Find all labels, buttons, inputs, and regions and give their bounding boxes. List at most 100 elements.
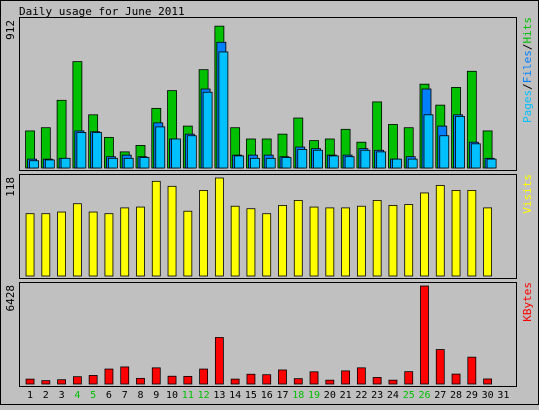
kbytes-bar xyxy=(72,376,82,385)
pages-bar xyxy=(439,135,450,169)
kbytes-bar xyxy=(57,379,66,385)
visits-bar xyxy=(404,204,414,277)
visits-bar xyxy=(214,177,224,277)
pages-bar xyxy=(344,156,355,169)
pages-bar xyxy=(250,157,260,169)
x-tick-label: 14 xyxy=(229,390,241,401)
visits-bar xyxy=(325,207,335,277)
visits-bar xyxy=(420,192,429,277)
visits-bar xyxy=(451,190,461,277)
kbytes-bar xyxy=(388,379,398,385)
x-tick-label: 7 xyxy=(122,390,128,401)
kbytes-bar xyxy=(372,377,382,385)
visits-bar xyxy=(136,206,145,277)
x-tick-label: 10 xyxy=(166,390,178,401)
x-tick-label: 17 xyxy=(276,390,288,401)
x-tick-label: 31 xyxy=(497,390,509,401)
kbytes-bar xyxy=(199,368,209,385)
x-tick-label: 26 xyxy=(418,390,430,401)
x-tick-label: 11 xyxy=(182,390,194,401)
visits-legend-entry: Visits xyxy=(521,174,534,214)
pages-bar xyxy=(297,149,308,169)
kbytes-bar xyxy=(451,373,461,385)
pages-bar xyxy=(171,138,181,169)
pages-bar xyxy=(186,135,197,169)
visits-bar xyxy=(57,211,66,277)
pages-bar xyxy=(108,157,118,169)
pages-bar xyxy=(376,151,387,169)
pages-bar xyxy=(281,157,292,169)
pages-bar xyxy=(234,155,245,169)
visits-bar xyxy=(72,203,82,277)
kbytes-bar xyxy=(435,349,445,385)
kbytes-bar xyxy=(25,378,35,385)
usage-legend-entry: Pages xyxy=(521,90,534,123)
x-tick-label: 1 xyxy=(27,390,33,401)
x-tick-label: 21 xyxy=(340,390,352,401)
hits-bar xyxy=(56,99,67,169)
pages-bar xyxy=(139,157,150,169)
usage-legend: Pages/Files/Hits xyxy=(521,17,534,123)
kbytes-bar xyxy=(214,337,224,385)
pages-bar xyxy=(218,51,229,169)
kbytes-bar xyxy=(136,377,145,385)
kbytes-bar xyxy=(246,373,256,385)
kbytes-bar xyxy=(278,369,287,385)
visits-bar xyxy=(151,180,161,277)
visits-bar xyxy=(309,206,319,277)
pages-bar xyxy=(29,160,39,169)
kbytes-legend-entry: KBytes xyxy=(521,282,534,322)
kbytes-bar xyxy=(230,378,240,385)
visits-legend: Visits xyxy=(521,174,534,214)
kbytes-bar xyxy=(325,379,335,385)
kbytes-bar xyxy=(483,378,493,385)
pages-bar xyxy=(407,158,418,169)
pages-bar xyxy=(470,143,481,169)
kbytes-bar xyxy=(309,371,319,385)
visits-bar xyxy=(435,185,445,277)
usage-max-label: 912 xyxy=(4,20,17,40)
x-tick-label: 25 xyxy=(403,390,415,401)
kbytes-bar xyxy=(120,366,130,385)
chart-title: Daily usage for June 2011 xyxy=(19,5,185,18)
x-tick-label: 4 xyxy=(74,390,80,401)
visits-bar xyxy=(167,185,177,277)
pages-bar xyxy=(423,114,434,169)
pages-bar xyxy=(455,116,465,169)
visits-bar xyxy=(41,213,51,277)
visits-bar xyxy=(104,213,114,277)
x-tick-label: 20 xyxy=(324,390,336,401)
visits-bar xyxy=(230,205,240,277)
visits-bar xyxy=(199,190,209,277)
kbytes-bar xyxy=(341,370,351,385)
pages-bar xyxy=(60,157,71,169)
x-tick-label: 12 xyxy=(198,390,210,401)
visits-bar xyxy=(467,190,477,277)
pages-bar xyxy=(92,132,103,169)
pages-bar xyxy=(328,155,339,169)
x-tick-label: 23 xyxy=(371,390,383,401)
visits-bar xyxy=(372,200,382,277)
pages-bar xyxy=(123,157,134,169)
visits-bar xyxy=(262,213,272,277)
kbytes-bar xyxy=(404,371,414,385)
pages-bar xyxy=(76,132,87,169)
visits-bar xyxy=(388,205,398,277)
x-tick-label: 15 xyxy=(245,390,257,401)
visits-bar xyxy=(120,207,130,277)
x-tick-label: 24 xyxy=(387,390,399,401)
kbytes-bar xyxy=(262,374,272,385)
kbytes-bar xyxy=(41,380,51,385)
visits-bar xyxy=(483,207,493,277)
kbytes-panel xyxy=(19,282,517,387)
kbytes-bar xyxy=(356,367,366,385)
usage-legend-entry: Files xyxy=(521,50,534,83)
visits-bar xyxy=(88,211,98,277)
x-tick-label: 13 xyxy=(213,390,225,401)
kbytes-max-label: 6428 xyxy=(4,285,17,312)
visits-bar xyxy=(356,205,366,277)
visits-bar xyxy=(25,213,35,277)
pages-bar xyxy=(486,158,497,169)
visits-bar xyxy=(246,208,256,277)
